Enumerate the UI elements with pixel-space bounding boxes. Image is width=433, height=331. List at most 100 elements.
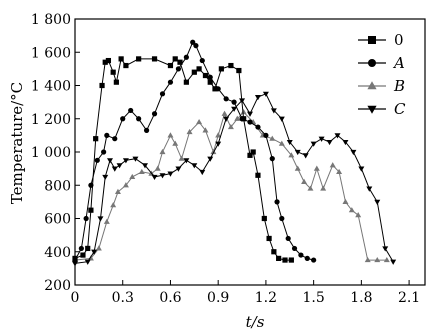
- plot-frame: [74, 18, 426, 286]
- data-point: [366, 186, 373, 192]
- x-axis-title: t/s: [246, 313, 265, 331]
- data-point: [120, 116, 126, 122]
- data-point: [167, 79, 174, 85]
- data-point: [93, 136, 99, 142]
- data-point: [154, 165, 161, 171]
- data-point: [196, 118, 203, 125]
- data-point: [318, 136, 325, 142]
- x-tick-label: 0: [71, 290, 80, 306]
- data-point: [247, 119, 253, 125]
- data-point: [231, 106, 238, 112]
- data-point: [302, 153, 309, 159]
- data-point: [310, 141, 317, 147]
- data-point: [167, 62, 174, 69]
- y-tick-label: 400: [44, 245, 71, 261]
- data-point: [231, 99, 237, 105]
- legend-marker: [367, 81, 377, 90]
- data-point: [390, 259, 397, 265]
- plot-area: [74, 18, 426, 286]
- data-point: [151, 56, 158, 62]
- data-point: [114, 188, 121, 194]
- data-point: [236, 67, 242, 74]
- data-point: [102, 174, 109, 181]
- data-point: [175, 166, 182, 172]
- x-tick-label: 0.6: [159, 290, 181, 306]
- data-point: [279, 215, 285, 222]
- data-point: [112, 136, 118, 142]
- data-point: [240, 108, 247, 115]
- data-point: [215, 132, 222, 138]
- data-point: [374, 256, 381, 263]
- data-point: [122, 182, 129, 188]
- data-point: [172, 140, 179, 146]
- data-point: [207, 156, 214, 162]
- series-line: [74, 57, 292, 261]
- data-point: [167, 171, 174, 177]
- data-point: [215, 141, 222, 147]
- data-point: [304, 255, 310, 261]
- data-point: [118, 56, 124, 62]
- y-tick-label: 200: [44, 278, 71, 294]
- data-point: [191, 163, 198, 169]
- data-point: [177, 59, 183, 65]
- data-point: [221, 110, 228, 116]
- data-point: [95, 245, 102, 251]
- data-point: [85, 245, 91, 252]
- data-point: [207, 79, 213, 85]
- data-point: [193, 43, 199, 49]
- data-point: [110, 69, 116, 75]
- data-point: [223, 96, 229, 102]
- data-point: [199, 57, 205, 64]
- data-point: [88, 207, 94, 213]
- data-point: [191, 69, 197, 75]
- data-point: [286, 139, 293, 146]
- data-point: [254, 95, 261, 101]
- legend-marker: [368, 59, 376, 67]
- data-point: [136, 56, 142, 62]
- data-point: [183, 79, 189, 85]
- data-point: [138, 168, 145, 175]
- y-tick-label: 1 200: [31, 112, 71, 128]
- data-point: [186, 128, 193, 135]
- data-point: [307, 185, 314, 191]
- series-A: [72, 39, 317, 263]
- data-point: [212, 86, 218, 92]
- data-point: [116, 163, 123, 169]
- data-point: [383, 256, 390, 263]
- data-point: [223, 116, 230, 122]
- data-point: [151, 174, 158, 181]
- legend-item: A: [358, 54, 405, 72]
- data-point: [348, 207, 355, 213]
- x-tick-label: 0.9: [207, 290, 229, 306]
- data-point: [228, 62, 234, 69]
- x-tick-label: 0.3: [112, 290, 134, 306]
- data-point: [83, 215, 89, 222]
- data-point: [175, 66, 182, 72]
- data-point: [129, 173, 136, 180]
- legend-marker: [368, 36, 376, 44]
- series-C: [72, 91, 397, 267]
- data-point: [382, 246, 389, 252]
- data-point: [190, 39, 196, 45]
- data-point: [288, 257, 294, 263]
- data-point: [364, 256, 371, 263]
- data-point: [342, 198, 349, 204]
- data-point: [210, 148, 217, 155]
- legend-label: A: [392, 54, 405, 72]
- data-point: [143, 127, 150, 133]
- data-point: [107, 158, 113, 164]
- data-point: [329, 162, 336, 168]
- data-point: [247, 152, 253, 158]
- data-point: [105, 57, 112, 64]
- data-point: [269, 156, 275, 162]
- data-point: [262, 91, 269, 97]
- data-point: [128, 107, 134, 114]
- data-point: [282, 257, 288, 263]
- data-point: [276, 255, 282, 261]
- data-point: [101, 149, 107, 155]
- data-point: [298, 252, 304, 258]
- data-point: [202, 72, 209, 79]
- data-point: [301, 178, 308, 185]
- data-point: [355, 212, 362, 218]
